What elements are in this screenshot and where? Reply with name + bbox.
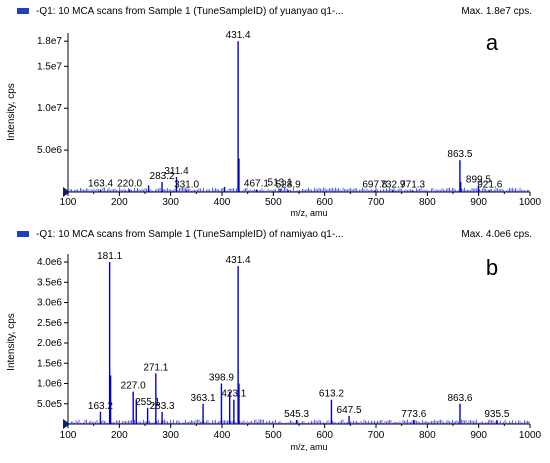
- panel-b-peak-label: 163.2: [88, 401, 113, 412]
- panel-b-peak-label: 773.6: [401, 409, 426, 420]
- panel-b-y-tick-label: 1.5e6: [37, 358, 62, 369]
- panel-b-baseline-noise: [69, 419, 530, 424]
- panel-b-peak-label: 227.0: [121, 381, 146, 392]
- panel-a-x-tick-label: 500: [265, 197, 282, 208]
- panel-b-y-axis-label: Intensity, cps: [6, 313, 17, 371]
- panel-b-y-tick-label: 4.0e6: [37, 257, 62, 268]
- panel-a-x-tick-label: 300: [162, 197, 179, 208]
- panel-a-peak-label: 163.4: [88, 178, 113, 189]
- panel-b-x-tick-label: 600: [316, 430, 333, 441]
- panel-b-x-tick-label: 1000: [519, 430, 542, 441]
- panel-b-peak-label: 863.6: [447, 393, 472, 404]
- panel-b-y-tick-label: 2.5e6: [37, 318, 62, 329]
- panel-a-peak-label: 331.0: [174, 179, 199, 190]
- panel-b-x-axis-label: m/z, amu: [290, 442, 327, 452]
- panel-a-peak-label: 899.5: [466, 174, 491, 185]
- panel-a-peak-label: 220.0: [117, 178, 142, 189]
- panel-b-header-text: -Q1: 10 MCA scans from Sample 1 (TuneSam…: [36, 229, 344, 240]
- panel-b-peak-label: 271.1: [143, 362, 168, 373]
- panel-b-peak-label: 283.3: [150, 401, 175, 412]
- panel-b-x-tick-label: 900: [470, 430, 487, 441]
- panel-a-x-axis-label: m/z, amu: [290, 208, 327, 218]
- panel-b-max-label: Max. 4.0e6 cps.: [461, 229, 532, 240]
- panel-a-peak-label: 863.5: [447, 149, 472, 160]
- panel-a-y-tick-label: 1.8e7: [37, 36, 62, 47]
- panel-b-peak-label: 613.2: [319, 389, 344, 400]
- panel-b-start-marker: [63, 419, 70, 429]
- panel-b-peak-label: 255.1: [135, 397, 160, 408]
- panel-b-y-tick-label: 3.0e6: [37, 298, 62, 309]
- panel-a-peak-label: 697.8: [362, 179, 387, 190]
- panel-b-peak-label: 423.1: [221, 389, 246, 400]
- panel-a-panel-letter: a: [486, 30, 499, 55]
- panel-b-x-tick-label: 500: [265, 430, 282, 441]
- panel-b-x-tick-label: 300: [162, 430, 179, 441]
- panel-a-y-axis-label: Intensity, cps: [6, 83, 17, 141]
- panel-b-panel-letter: b: [486, 255, 498, 280]
- panel-b-peak-label: 431.4: [226, 255, 251, 266]
- panel-b-y-tick-label: 3.5e6: [37, 277, 62, 288]
- panel-b-peak-label: 398.9: [209, 373, 234, 384]
- panel-b-peak-label: 545.3: [284, 409, 309, 420]
- panel-b-x-tick-label: 100: [60, 430, 77, 441]
- panel-b-x-tick-label: 200: [111, 430, 128, 441]
- panel-a-x-tick-label: 800: [419, 197, 436, 208]
- panel-a-y-tick-label: 1.5e7: [37, 61, 62, 72]
- panel-b-peak-label: 935.5: [484, 409, 509, 420]
- panel-b-header-marker: [17, 231, 29, 237]
- panel-b-y-tick-label: 1.0e6: [37, 379, 62, 390]
- panel-a-header-text: -Q1: 10 MCA scans from Sample 1 (TuneSam…: [36, 6, 344, 17]
- panel-b-peak-label: 363.1: [191, 393, 216, 404]
- panel-b-x-tick-label: 400: [214, 430, 231, 441]
- panel-a-peak-label: 921.6: [477, 179, 502, 190]
- panel-b-y-tick-label: 5.0e5: [37, 399, 62, 410]
- panel-a-x-tick-label: 100: [60, 197, 77, 208]
- panel-a-x-tick-label: 900: [470, 197, 487, 208]
- panel-a-x-tick-label: 1000: [519, 197, 542, 208]
- panel-a-peak-label: 431.4: [226, 30, 251, 41]
- panel-b-x-tick-label: 800: [419, 430, 436, 441]
- panel-a-x-tick-label: 200: [111, 197, 128, 208]
- panel-a-x-tick-label: 700: [368, 197, 385, 208]
- panel-a-x-tick-label: 400: [214, 197, 231, 208]
- panel-b-y-tick-label: 2.0e6: [37, 338, 62, 349]
- panel-a-header-marker: [17, 8, 29, 14]
- panel-a-start-marker: [63, 187, 70, 197]
- panel-a-peak-label: 311.4: [164, 166, 189, 177]
- panel-a-peak-label: 732.9: [380, 179, 405, 190]
- panel-a-y-tick-label: 5.0e6: [37, 145, 62, 156]
- panel-a-peak-label: 283.2: [150, 171, 175, 182]
- panel-b-peak-label: 647.5: [337, 405, 362, 416]
- panel-a-peak-label: 528.9: [276, 179, 301, 190]
- panel-a-max-label: Max. 1.8e7 cps.: [461, 6, 532, 17]
- panel-b-x-tick-label: 700: [368, 430, 385, 441]
- panel-a-peak-label: 467.1: [244, 178, 269, 189]
- panel-a-x-tick-label: 600: [316, 197, 333, 208]
- panel-a-peak-label: 771.3: [400, 179, 425, 190]
- panel-b-peak-label: 181.1: [97, 251, 122, 262]
- panel-a-y-tick-label: 1.0e7: [37, 103, 62, 114]
- panel-a-peak-label: 513.1: [268, 178, 293, 189]
